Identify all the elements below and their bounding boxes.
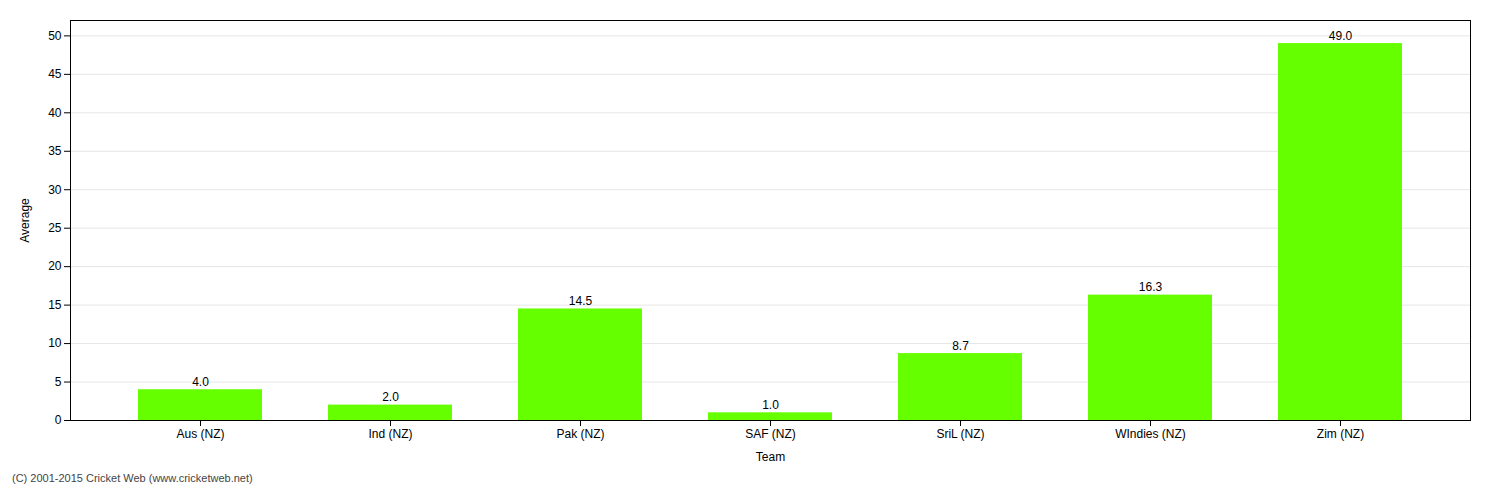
svg-text:20: 20 <box>48 259 62 273</box>
svg-text:40: 40 <box>48 106 62 120</box>
svg-text:Team: Team <box>756 450 785 464</box>
svg-text:0: 0 <box>55 413 62 427</box>
svg-text:10: 10 <box>48 336 62 350</box>
svg-text:49.0: 49.0 <box>1329 29 1353 43</box>
svg-text:25: 25 <box>48 221 62 235</box>
svg-text:1.0: 1.0 <box>762 398 779 412</box>
svg-text:Pak (NZ): Pak (NZ) <box>557 427 605 441</box>
svg-text:Ind (NZ): Ind (NZ) <box>368 427 412 441</box>
svg-text:WIndies (NZ): WIndies (NZ) <box>1115 427 1186 441</box>
svg-text:2.0: 2.0 <box>382 390 399 404</box>
svg-text:45: 45 <box>48 67 62 81</box>
svg-text:Zim (NZ): Zim (NZ) <box>1317 427 1364 441</box>
svg-text:SAF (NZ): SAF (NZ) <box>745 427 796 441</box>
svg-text:4.0: 4.0 <box>192 375 209 389</box>
svg-text:Aus (NZ): Aus (NZ) <box>177 427 225 441</box>
html-text:(C) 2001-2015 Cricket Web (www: (C) 2001-2015 Cricket Web (www.cricketwe… <box>12 472 253 484</box>
svg-text:5: 5 <box>55 375 62 389</box>
svg-text:30: 30 <box>48 183 62 197</box>
svg-text:14.5: 14.5 <box>569 294 593 308</box>
svg-text:15: 15 <box>48 298 62 312</box>
svg-text:16.3: 16.3 <box>1139 280 1163 294</box>
svg-text:Average: Average <box>18 198 32 243</box>
svg-text:SriL (NZ): SriL (NZ) <box>936 427 984 441</box>
svg-text:35: 35 <box>48 144 62 158</box>
svg-text:50: 50 <box>48 29 62 43</box>
svg-text:8.7: 8.7 <box>952 339 969 353</box>
